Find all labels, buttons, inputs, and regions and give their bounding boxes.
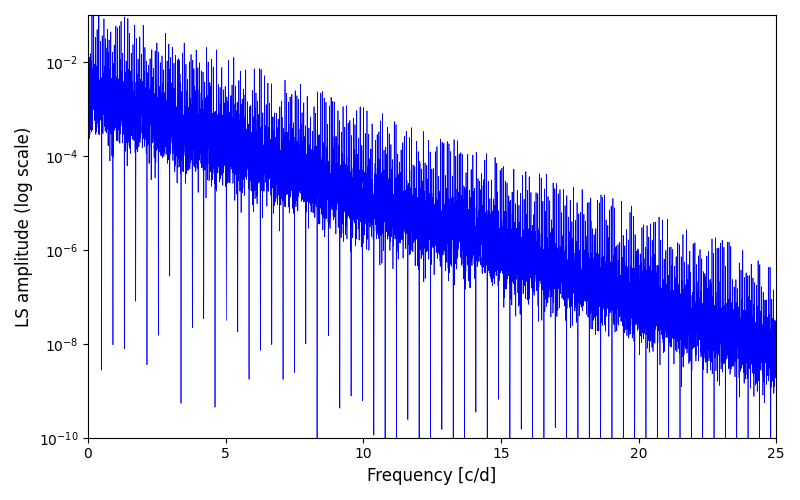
X-axis label: Frequency [c/d]: Frequency [c/d]: [367, 467, 497, 485]
Y-axis label: LS amplitude (log scale): LS amplitude (log scale): [15, 126, 33, 326]
